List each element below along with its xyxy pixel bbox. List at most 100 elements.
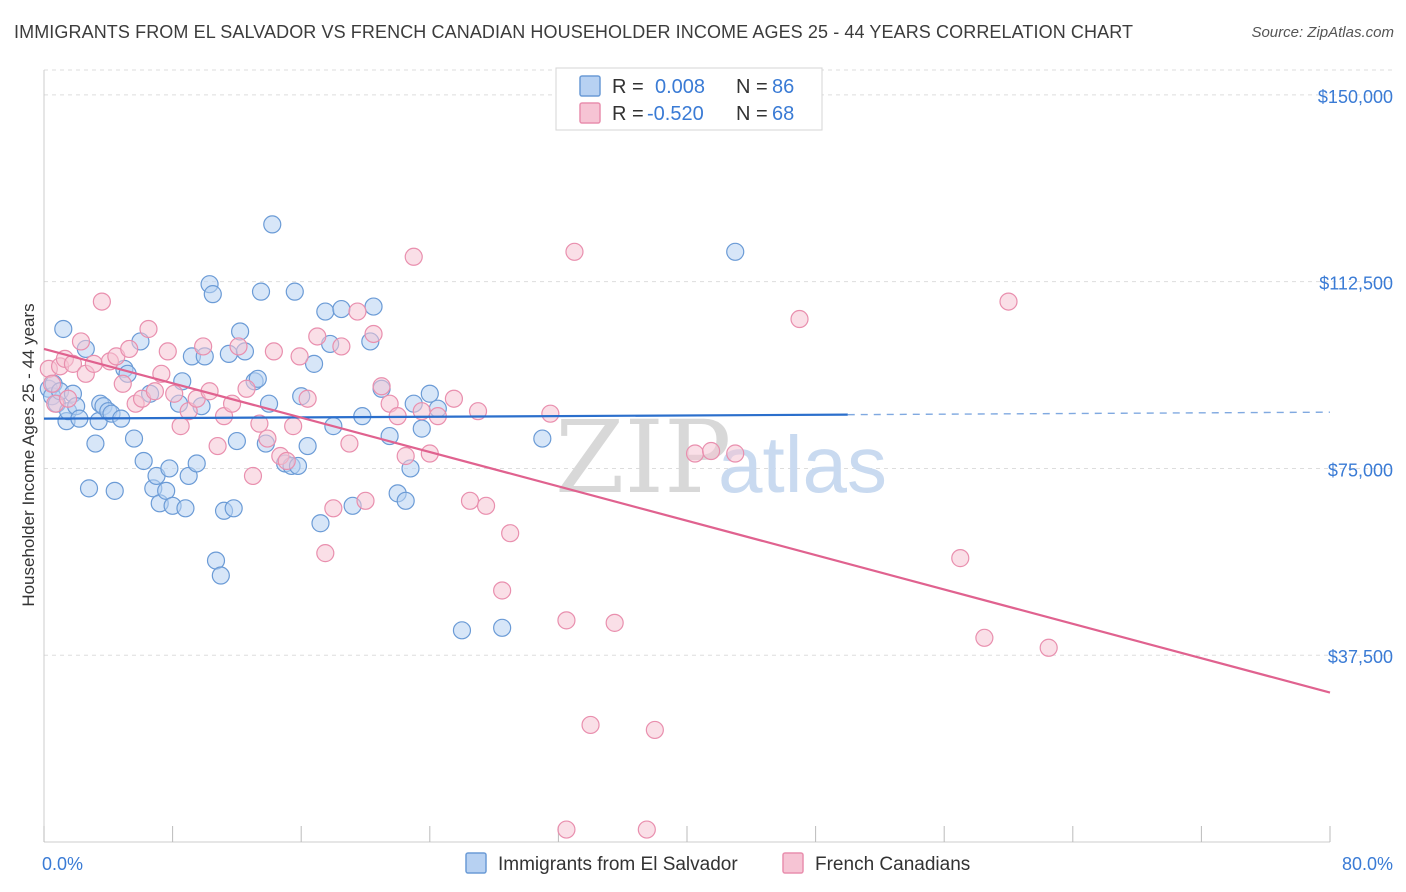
source-label: Source: ZipAtlas.com (1251, 24, 1394, 41)
point-french-canadians-41 (308, 327, 327, 346)
trend-line-french-canadians (43, 347, 1331, 694)
point-french-canadians-67 (645, 720, 664, 740)
point-french-canadians-33 (250, 414, 269, 433)
point-french-canadians-49 (372, 377, 391, 396)
point-french-canadians-38 (284, 417, 303, 436)
trend-lines (43, 347, 1331, 694)
point-el-salvador-85 (726, 242, 745, 261)
point-el-salvador-56 (263, 215, 282, 234)
legend-r-value-1: 0.008 (655, 76, 705, 98)
point-french-canadians-18 (145, 382, 165, 401)
point-french-canadians-63 (557, 611, 576, 630)
point-el-salvador-25 (134, 451, 153, 471)
legend-n-value-1: 86 (772, 76, 794, 98)
point-french-canadians-68 (685, 444, 705, 463)
point-el-salvador-44 (211, 566, 230, 585)
point-french-canadians-27 (208, 436, 227, 456)
watermark-atlas: atlas (718, 420, 887, 509)
point-french-canadians-71 (951, 549, 970, 568)
watermark: ZIP atlas (555, 399, 887, 516)
point-french-canadians-46 (348, 302, 367, 321)
point-french-canadians-44 (332, 337, 351, 356)
point-el-salvador-30 (157, 481, 176, 500)
y-tick-label-0: $37,500 (1328, 647, 1393, 667)
point-french-canadians-48 (364, 324, 383, 344)
legend-n-label-2: N = (736, 103, 768, 125)
point-french-canadians-42 (316, 544, 335, 563)
point-french-canadians-34 (258, 429, 277, 448)
point-el-salvador-5 (54, 319, 73, 339)
point-el-salvador-65 (316, 302, 335, 321)
point-french-canadians-45 (340, 434, 359, 453)
point-el-salvador-19 (105, 481, 124, 500)
bottom-legend-swatch-pink (782, 852, 804, 874)
x-tick-label-1: 80.0% (1342, 854, 1393, 874)
point-el-salvador-12 (79, 479, 99, 498)
y-tick-labels: $37,500 $75,000 $112,500 $150,000 (1318, 87, 1393, 667)
point-french-canadians-57 (444, 389, 464, 408)
point-french-canadians-30 (229, 337, 248, 356)
point-el-salvador-38 (187, 454, 206, 473)
point-french-canadians-20 (158, 342, 177, 361)
point-french-canadians-72 (975, 628, 994, 647)
point-el-salvador-23 (124, 429, 144, 448)
point-french-canadians-53 (404, 247, 423, 266)
legend-swatch-blue (579, 75, 601, 97)
trend-line-el-salvador (43, 413, 848, 420)
point-french-canadians-75 (557, 820, 576, 839)
point-french-canadians-40 (298, 389, 317, 408)
point-french-canadians-32 (243, 466, 263, 486)
legend-r-label-2: R = (612, 103, 644, 125)
point-french-canadians-25 (194, 337, 213, 356)
point-el-salvador-49 (231, 322, 250, 341)
point-french-canadians-43 (324, 499, 343, 518)
trend-line-el-salvador-dashed (847, 411, 1331, 416)
point-el-salvador-64 (311, 514, 330, 533)
point-el-salvador-13 (86, 434, 105, 453)
point-el-salvador-63 (304, 354, 324, 373)
point-french-canadians-52 (396, 446, 415, 466)
point-french-canadians-70 (790, 309, 809, 329)
bottom-legend-label-pink: French Canadians (815, 854, 970, 875)
point-el-salvador-47 (224, 499, 243, 518)
point-french-canadians-77 (702, 441, 721, 461)
point-french-canadians-37 (277, 451, 296, 471)
point-el-salvador-80 (420, 384, 439, 403)
legend-n-value-2: 68 (772, 103, 794, 125)
point-french-canadians-76 (637, 820, 656, 839)
bottom-legend: Immigrants from El Salvador French Canad… (465, 852, 970, 875)
point-french-canadians-13 (113, 374, 132, 393)
point-el-salvador-84 (533, 429, 552, 448)
point-el-salvador-53 (251, 282, 271, 301)
point-french-canadians-35 (264, 342, 283, 361)
legend-swatch-pink (579, 102, 601, 124)
y-tick-label-3: $150,000 (1318, 87, 1393, 107)
point-french-canadians-10 (92, 292, 111, 311)
bottom-legend-swatch-blue (465, 852, 487, 874)
point-french-canadians-60 (476, 496, 496, 515)
point-french-canadians-61 (493, 581, 512, 600)
y-tick-label-1: $75,000 (1328, 460, 1393, 480)
point-french-canadians-78 (541, 404, 560, 423)
point-el-salvador-76 (396, 491, 415, 510)
legend-r-value-2: -0.520 (647, 103, 704, 125)
x-tick-labels: 0.0% 80.0% (42, 854, 1393, 874)
point-french-canadians-66 (605, 613, 624, 632)
legend-r-label-1: R = (612, 76, 644, 98)
point-french-canadians-14 (120, 339, 139, 359)
chart-title: IMMIGRANTS FROM EL SALVADOR VS FRENCH CA… (14, 22, 1134, 42)
point-french-canadians-73 (999, 292, 1018, 311)
point-el-salvador-79 (412, 419, 431, 438)
point-el-salvador-59 (285, 282, 304, 301)
point-el-salvador-82 (452, 621, 472, 640)
point-french-canadians-47 (356, 491, 375, 510)
legend-n-label-1: N = (736, 76, 768, 98)
x-tick-label-0: 0.0% (42, 854, 83, 874)
point-french-canadians-6 (63, 354, 83, 373)
point-french-canadians-7 (71, 332, 91, 351)
point-french-canadians-17 (139, 319, 158, 339)
point-french-canadians-69 (726, 444, 745, 463)
point-el-salvador-83 (493, 618, 512, 637)
y-axis-title: Householder Income Ages 25 - 44 years (19, 303, 38, 606)
